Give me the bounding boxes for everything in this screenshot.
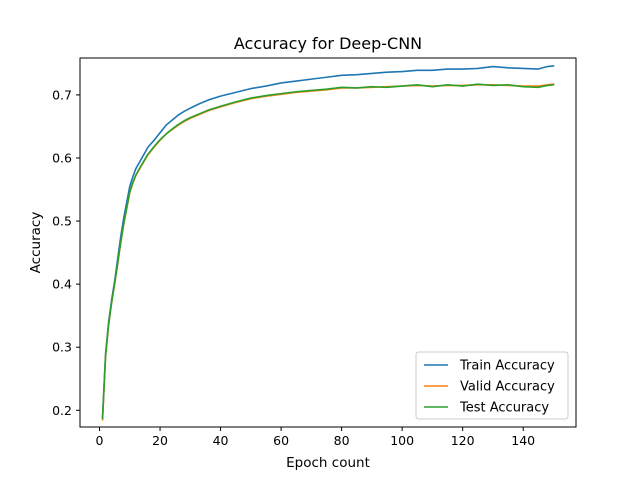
y-tick-label: 0.3	[52, 340, 72, 355]
x-tick-label: 40	[213, 433, 229, 448]
x-tick-label: 0	[96, 433, 104, 448]
y-tick-label: 0.6	[52, 150, 72, 165]
legend-box	[415, 351, 569, 420]
legend-label: Test Accuracy	[459, 401, 549, 416]
chart-title: Accuracy for Deep-CNN	[234, 34, 422, 53]
x-tick-label: 120	[451, 433, 475, 448]
legend-label: Valid Accuracy	[460, 380, 555, 395]
plot-frame	[79, 57, 577, 428]
legend: Train Accuracy Valid Accuracy Test Accurac…	[415, 351, 569, 420]
y-axis-ticks: 0.2 0.3 0.4 0.5 0.6 0.7	[52, 87, 80, 418]
x-axis-ticks: 0 20 40 60 80 100 120 140	[96, 427, 535, 448]
y-tick-label: 0.4	[52, 277, 72, 292]
x-tick-label: 60	[273, 433, 289, 448]
x-tick-label: 100	[390, 433, 414, 448]
y-axis-label: Accuracy	[28, 212, 44, 274]
legend-label: Train Accuracy	[459, 359, 555, 374]
x-tick-label: 140	[511, 433, 535, 448]
x-axis-label: Epoch count	[286, 455, 370, 471]
x-tick-label: 80	[334, 433, 350, 448]
series-line-test-accuracy	[101, 83, 555, 420]
y-tick-label: 0.5	[52, 214, 72, 229]
series-line-train-accuracy	[101, 65, 555, 418]
series-lines	[101, 65, 555, 421]
y-tick-label: 0.2	[52, 403, 72, 418]
x-tick-label: 20	[152, 433, 168, 448]
y-tick-label: 0.7	[52, 87, 72, 102]
